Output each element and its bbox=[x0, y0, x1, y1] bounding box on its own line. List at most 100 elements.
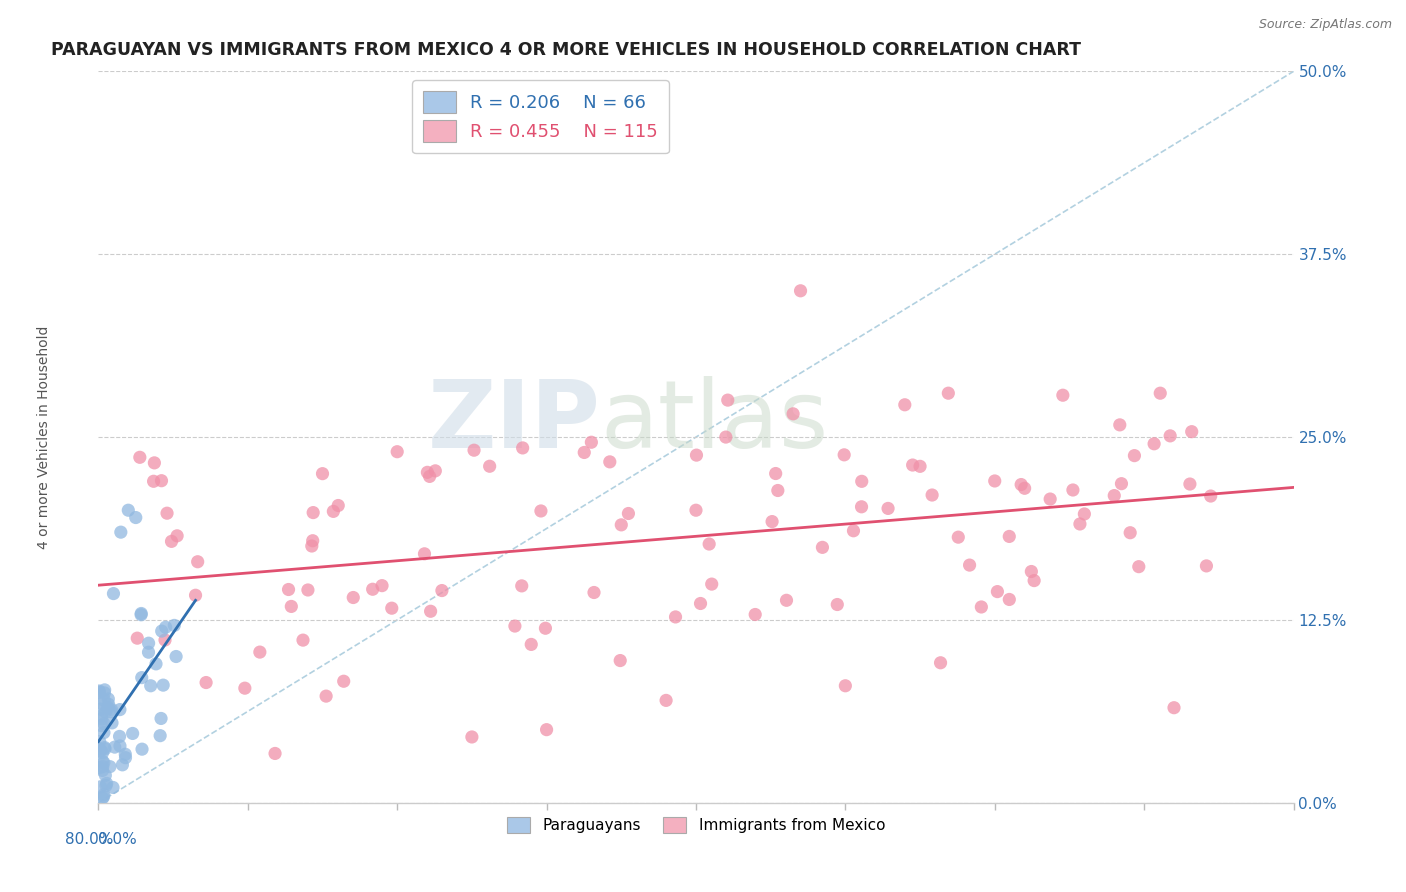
Point bbox=[96, 776, 118, 790]
Point bbox=[894, 398, 917, 412]
Point bbox=[1021, 565, 1043, 579]
Point bbox=[94, 705, 117, 719]
Point bbox=[142, 475, 165, 489]
Point bbox=[520, 637, 543, 651]
Point bbox=[851, 500, 873, 514]
Point bbox=[419, 604, 441, 618]
Point bbox=[901, 458, 924, 472]
Point bbox=[766, 483, 789, 498]
Point bbox=[297, 582, 319, 597]
Point bbox=[1181, 425, 1204, 439]
Point bbox=[599, 455, 621, 469]
Point bbox=[970, 599, 993, 614]
Point bbox=[984, 474, 1007, 488]
Point bbox=[1123, 449, 1146, 463]
Point bbox=[249, 645, 271, 659]
Point bbox=[138, 636, 160, 650]
Point bbox=[89, 702, 111, 716]
Point bbox=[315, 689, 337, 703]
Point bbox=[1159, 429, 1181, 443]
Point bbox=[94, 768, 117, 782]
Point bbox=[617, 507, 640, 521]
Point bbox=[381, 601, 404, 615]
Point bbox=[685, 503, 707, 517]
Point bbox=[129, 607, 152, 621]
Point bbox=[121, 726, 143, 740]
Point bbox=[834, 679, 856, 693]
Point bbox=[264, 747, 287, 761]
Point bbox=[93, 686, 115, 700]
Text: ZIP: ZIP bbox=[427, 376, 600, 468]
Point bbox=[114, 750, 136, 764]
Point bbox=[152, 678, 174, 692]
Point bbox=[94, 742, 117, 756]
Point bbox=[1143, 437, 1166, 451]
Point bbox=[536, 723, 558, 737]
Point bbox=[150, 624, 173, 638]
Point bbox=[322, 504, 344, 518]
Point bbox=[125, 510, 148, 524]
Point bbox=[510, 579, 533, 593]
Text: 0.0%: 0.0% bbox=[98, 832, 138, 847]
Point bbox=[311, 467, 333, 481]
Point bbox=[761, 515, 783, 529]
Point bbox=[655, 693, 678, 707]
Point bbox=[150, 474, 173, 488]
Point bbox=[139, 679, 162, 693]
Point bbox=[1062, 483, 1084, 497]
Point bbox=[101, 715, 124, 730]
Point bbox=[1014, 481, 1036, 495]
Point bbox=[156, 506, 179, 520]
Point bbox=[530, 504, 553, 518]
Point bbox=[425, 464, 447, 478]
Point bbox=[129, 607, 152, 622]
Point bbox=[1010, 477, 1032, 491]
Point bbox=[90, 780, 112, 794]
Point bbox=[187, 555, 209, 569]
Point bbox=[664, 610, 686, 624]
Point bbox=[108, 703, 131, 717]
Point bbox=[361, 582, 384, 597]
Point bbox=[685, 448, 707, 462]
Point bbox=[921, 488, 943, 502]
Point bbox=[195, 675, 218, 690]
Point bbox=[302, 506, 325, 520]
Point bbox=[851, 475, 873, 489]
Legend: Paraguayans, Immigrants from Mexico: Paraguayans, Immigrants from Mexico bbox=[501, 811, 891, 839]
Text: PARAGUAYAN VS IMMIGRANTS FROM MEXICO 4 OR MORE VEHICLES IN HOUSEHOLD CORRELATION: PARAGUAYAN VS IMMIGRANTS FROM MEXICO 4 O… bbox=[51, 41, 1081, 59]
Point bbox=[93, 788, 115, 802]
Point bbox=[131, 742, 153, 756]
Point bbox=[717, 393, 740, 408]
Point bbox=[689, 597, 711, 611]
Point bbox=[413, 547, 436, 561]
Point bbox=[332, 674, 354, 689]
Point bbox=[936, 386, 959, 401]
Point bbox=[581, 435, 603, 450]
Point bbox=[478, 459, 501, 474]
Point bbox=[163, 618, 186, 632]
Point bbox=[744, 607, 766, 622]
Point bbox=[610, 517, 633, 532]
Text: 4 or more Vehicles in Household: 4 or more Vehicles in Household bbox=[37, 326, 51, 549]
Point bbox=[328, 499, 350, 513]
Point bbox=[166, 529, 188, 543]
Point bbox=[89, 684, 111, 698]
Point bbox=[97, 698, 120, 712]
Point bbox=[93, 682, 115, 697]
Point bbox=[90, 697, 112, 711]
Point bbox=[998, 592, 1021, 607]
Point bbox=[108, 730, 131, 744]
Point bbox=[948, 530, 970, 544]
Point bbox=[143, 456, 166, 470]
Point bbox=[100, 702, 122, 716]
Point bbox=[430, 583, 453, 598]
Point bbox=[93, 716, 115, 731]
Point bbox=[91, 746, 114, 760]
Point bbox=[98, 759, 121, 773]
Point bbox=[114, 747, 136, 762]
Point bbox=[1128, 559, 1150, 574]
Point bbox=[97, 692, 120, 706]
Point bbox=[90, 709, 112, 723]
Point bbox=[100, 705, 122, 719]
Point bbox=[91, 759, 114, 773]
